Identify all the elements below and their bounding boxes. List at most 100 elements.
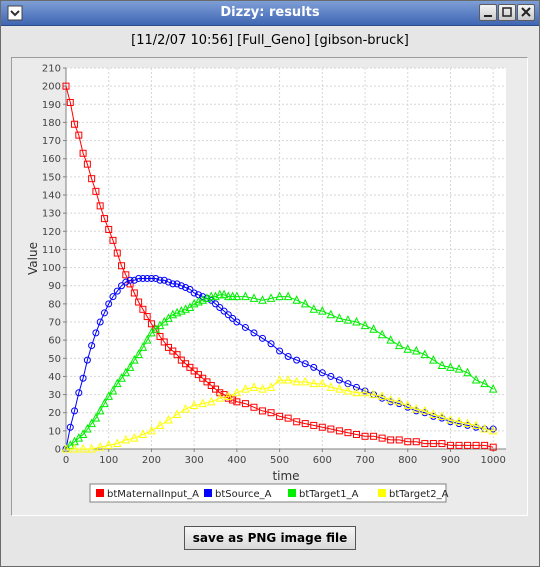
y-tick-label: 70 [48,318,61,329]
data-point [216,303,224,311]
data-point [267,409,275,417]
legend-swatch [204,489,212,497]
data-point [394,340,404,350]
data-point [112,438,122,448]
data-point [95,442,105,451]
data-point [206,396,216,406]
data-point [92,187,100,195]
data-point [228,291,237,301]
data-point [160,338,168,346]
data-point [361,432,369,440]
data-point [139,274,147,282]
data-point [276,412,284,420]
data-point [95,405,105,415]
data-point [233,398,241,406]
data-point [155,420,165,429]
data-point [229,396,237,404]
data-point [79,374,87,382]
data-point [335,376,343,384]
data-point [182,284,190,292]
data-point [118,262,126,270]
data-point [152,274,160,282]
data-point [275,374,284,384]
data-point [143,274,151,282]
maximize-button[interactable] [498,4,516,21]
data-point [232,291,242,301]
data-point [224,391,233,400]
minimize-button[interactable] [479,4,497,21]
legend-label: btMaternalInput_A [107,489,199,500]
data-point [109,236,117,244]
x-tick-label: 1000 [480,455,505,466]
title-bar[interactable]: Dizzy: results [1,1,539,26]
x-tick-label: 100 [99,455,118,466]
data-point [241,291,250,301]
x-tick-label: 900 [441,455,460,466]
data-point [394,396,404,406]
data-point [327,425,335,433]
close-button[interactable] [517,4,535,21]
y-tick-label: 10 [48,426,61,437]
data-point [229,314,237,322]
data-point [172,409,182,419]
window-menu-icon[interactable] [7,5,23,21]
data-point [343,315,353,324]
data-point [437,360,447,370]
data-point [292,295,301,304]
data-point [130,276,138,284]
data-point [386,335,395,344]
legend-box [89,483,447,503]
data-point [147,425,156,435]
data-point [318,423,326,431]
data-point [142,335,152,344]
data-point [87,443,96,453]
data-point [177,282,185,290]
data-point [378,434,386,442]
data-point [125,362,135,371]
data-point [118,282,126,290]
data-point [360,387,370,397]
data-point [165,343,173,351]
data-point [446,362,455,371]
series-line [66,379,494,450]
data-point [404,438,412,446]
data-point [275,291,284,301]
data-point [113,287,121,295]
save-png-button[interactable]: save as PNG image file [184,526,356,550]
data-point [66,98,74,106]
data-point [429,440,437,448]
y-tick-label: 130 [42,209,61,220]
data-point [139,305,147,313]
data-point [454,416,464,426]
data-point [122,278,130,286]
data-point [250,403,258,411]
data-point [266,293,276,302]
y-tick-label: 180 [42,118,61,129]
y-tick-label: 30 [48,390,61,401]
x-tick-label: 0 [63,455,69,466]
y-tick-label: 40 [48,372,61,383]
data-point [165,278,173,286]
data-point [91,413,101,422]
y-tick-label: 160 [42,154,61,165]
data-point [421,440,429,448]
data-point [108,385,118,395]
data-point [130,432,139,442]
data-point [300,298,310,308]
data-point [105,300,113,308]
data-point [293,356,301,364]
data-point [488,384,498,393]
y-tick-label: 0 [55,445,61,456]
y-tick-label: 50 [48,354,61,365]
data-point [190,289,198,297]
data-point [83,356,91,364]
data-point [190,367,198,375]
plot-area [66,68,506,449]
data-point [318,305,327,315]
data-point [212,385,220,393]
legend-label: btSource_A [215,489,272,500]
data-point [489,443,497,451]
data-point [284,414,292,422]
data-point [70,443,79,453]
